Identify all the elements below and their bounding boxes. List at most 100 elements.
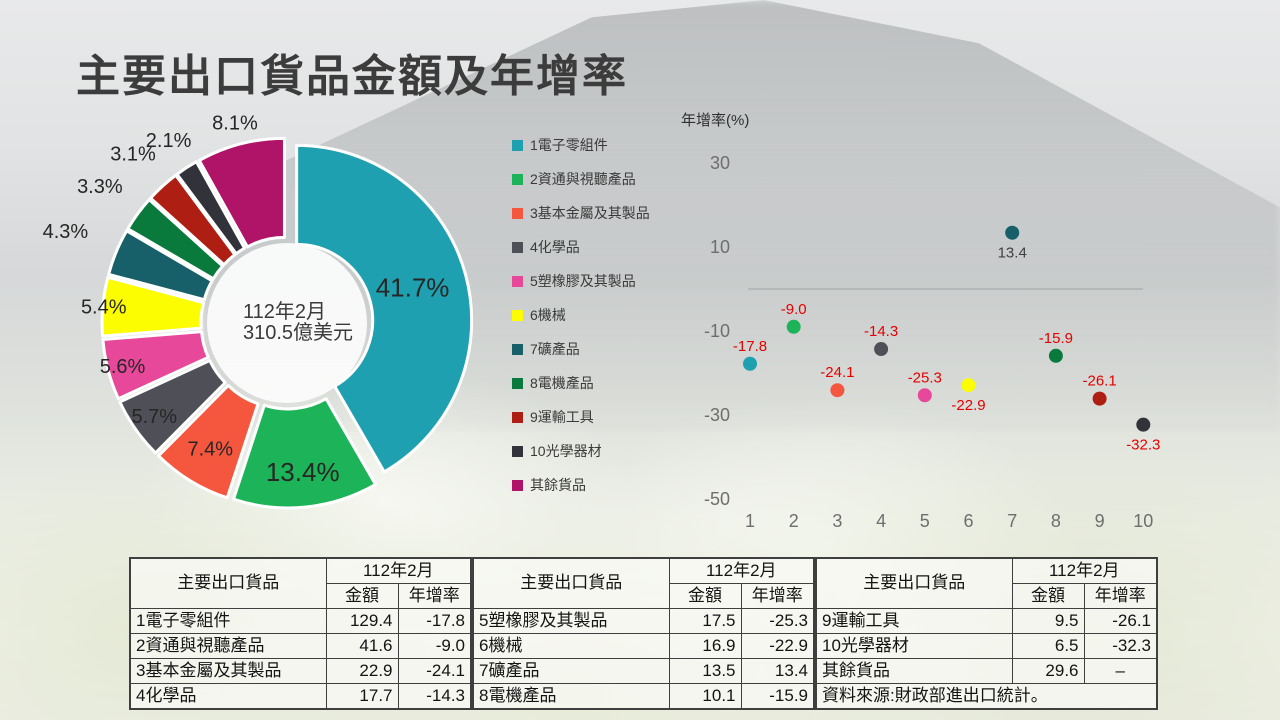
scatter-point-10: [1136, 417, 1151, 432]
legend-label: 1電子零組件: [530, 137, 608, 153]
legend-item-7: 7礦產品: [512, 341, 650, 357]
scatter-value-label: -9.0: [781, 301, 807, 318]
cell-category: 2資通與視聽產品: [129, 633, 327, 659]
cell-growth: -25.3: [740, 608, 815, 634]
x-tick-label: 7: [1007, 511, 1017, 531]
pie-slice-2: [231, 397, 378, 510]
scatter-value-label: -24.1: [820, 364, 854, 381]
col-header-growth: 年增率: [397, 583, 472, 609]
cell-growth: -17.8: [397, 608, 472, 634]
pie-slice-label: 13.4%: [266, 457, 340, 487]
col-header-period: 112年2月: [1011, 557, 1158, 584]
donut-center-line2: 310.5億美元: [243, 321, 353, 344]
legend-item-1: 1電子零組件: [512, 137, 650, 153]
scatter-point-5: [917, 388, 932, 403]
legend-item-4: 4化學品: [512, 239, 650, 255]
legend-swatch: [512, 479, 523, 491]
scatter-value-label: -15.9: [1039, 330, 1073, 347]
legend-swatch: [512, 445, 523, 457]
legend-item-11: 其餘貨品: [512, 477, 650, 493]
pie-slice-8: [126, 198, 225, 281]
pie-slice-label: 3.3%: [77, 176, 123, 198]
table-row: 10光學器材 6.5 -32.3: [815, 633, 1158, 659]
pie-slice-label: 41.7%: [376, 272, 450, 302]
table-row: 9運輸工具 9.5 -26.1: [815, 608, 1158, 634]
scatter-value-label: -22.9: [951, 397, 985, 414]
y-tick-label: -10: [704, 321, 730, 341]
pie-slice-10: [175, 160, 247, 256]
legend-label: 8電機產品: [530, 375, 594, 391]
legend-swatch: [512, 241, 523, 253]
col-header-period: 112年2月: [668, 557, 815, 584]
legend-item-9: 9運輸工具: [512, 409, 650, 425]
cell-category: 1電子零組件: [129, 608, 327, 634]
legend-swatch: [512, 377, 523, 389]
pie-slice-11: [197, 136, 286, 249]
col-header-amount: 金額: [1011, 583, 1085, 609]
legend-item-3: 3基本金屬及其製品: [512, 205, 650, 221]
cell-category: 4化學品: [129, 683, 327, 710]
cell-amount: 29.6: [1011, 658, 1085, 684]
y-tick-label: -30: [704, 405, 730, 425]
cell-amount: 10.1: [668, 683, 742, 710]
legend-item-5: 5塑橡膠及其製品: [512, 273, 650, 289]
col-header-category: 主要出口貨品: [472, 557, 670, 609]
data-tables: 主要出口貨品 112年2月 金額 年增率 1電子零組件 129.4 -17.8 2資通與視聽產…: [129, 557, 1158, 710]
scatter-point-2: [786, 319, 801, 334]
x-tick-label: 8: [1051, 511, 1061, 531]
pie-slice-4: [118, 359, 227, 455]
legend-item-6: 6機械: [512, 307, 650, 323]
x-tick-label: 2: [789, 511, 799, 531]
col-header-amount: 金額: [668, 583, 742, 609]
legend-swatch: [512, 207, 523, 219]
cell-category: 9運輸工具: [815, 608, 1013, 634]
cell-category: 3基本金屬及其製品: [129, 658, 327, 684]
table-row: 6機械 16.9 -22.9: [472, 633, 815, 659]
export-table-3: 主要出口貨品 112年2月 金額 年增率 9運輸工具 9.5 -26.1 10光學器材 6.5-…: [815, 557, 1158, 710]
table-row: 其餘貨品 29.6–: [815, 658, 1158, 684]
cell-category: 5塑橡膠及其製品: [472, 608, 670, 634]
col-header-growth: 年增率: [740, 583, 815, 609]
cell-growth: -24.1: [397, 658, 472, 684]
pie-slice-label: 5.7%: [131, 406, 177, 428]
cell-category: 10光學器材: [815, 633, 1013, 659]
pie-slice-1: [295, 143, 474, 474]
scatter-point-7: [1005, 225, 1020, 240]
legend-swatch: [512, 275, 523, 287]
cell-amount: 16.9: [668, 633, 742, 659]
export-table-1: 主要出口貨品 112年2月 金額 年增率 1電子零組件 129.4 -17.8 2資通與視聽產…: [129, 557, 472, 710]
scatter-value-label: -17.8: [733, 338, 767, 355]
legend-item-10: 10光學器材: [512, 443, 650, 459]
scatter-point-8: [1048, 348, 1063, 363]
cell-growth: -15.9: [740, 683, 815, 710]
cell-amount: 17.5: [668, 608, 742, 634]
cell-amount: 17.7: [325, 683, 399, 710]
x-tick-label: 6: [963, 511, 973, 531]
cell-amount: 129.4: [325, 608, 399, 634]
pie-slice-label: 2.1%: [146, 130, 192, 152]
legend-label: 2資通與視聽產品: [530, 171, 636, 187]
legend-item-8: 8電機產品: [512, 375, 650, 391]
pie-slice-label: 7.4%: [187, 438, 233, 460]
cell-growth: -14.3: [397, 683, 472, 710]
x-tick-label: 10: [1133, 511, 1153, 531]
cell-amount: 22.9: [325, 658, 399, 684]
scatter-point-9: [1092, 391, 1107, 406]
legend-label: 3基本金屬及其製品: [530, 205, 650, 221]
legend-label: 4化學品: [530, 239, 580, 255]
cell-growth: -22.9: [740, 633, 815, 659]
cell-category: 7礦產品: [472, 658, 670, 684]
table-row: 1電子零組件 129.4 -17.8: [129, 608, 472, 634]
pie-slice-label: 8.1%: [212, 113, 258, 135]
legend-item-2: 2資通與視聽產品: [512, 171, 650, 187]
legend-swatch: [512, 309, 523, 321]
source-note: 資料來源:財政部進出口統計。: [815, 683, 1158, 710]
y-tick-label: 10: [710, 237, 730, 257]
donut-chart: 41.7% 13.4% 7.4% 5.7% 5.6% 5.4% 4.3% 3.3% 3.1%2.…: [43, 113, 474, 510]
legend-label: 其餘貨品: [530, 477, 586, 493]
table-row: 3基本金屬及其製品 22.9 -24.1: [129, 658, 472, 684]
pie-slice-label: 4.3%: [43, 221, 89, 243]
y-tick-label: -50: [704, 489, 730, 509]
cell-category: 其餘貨品: [815, 658, 1013, 684]
